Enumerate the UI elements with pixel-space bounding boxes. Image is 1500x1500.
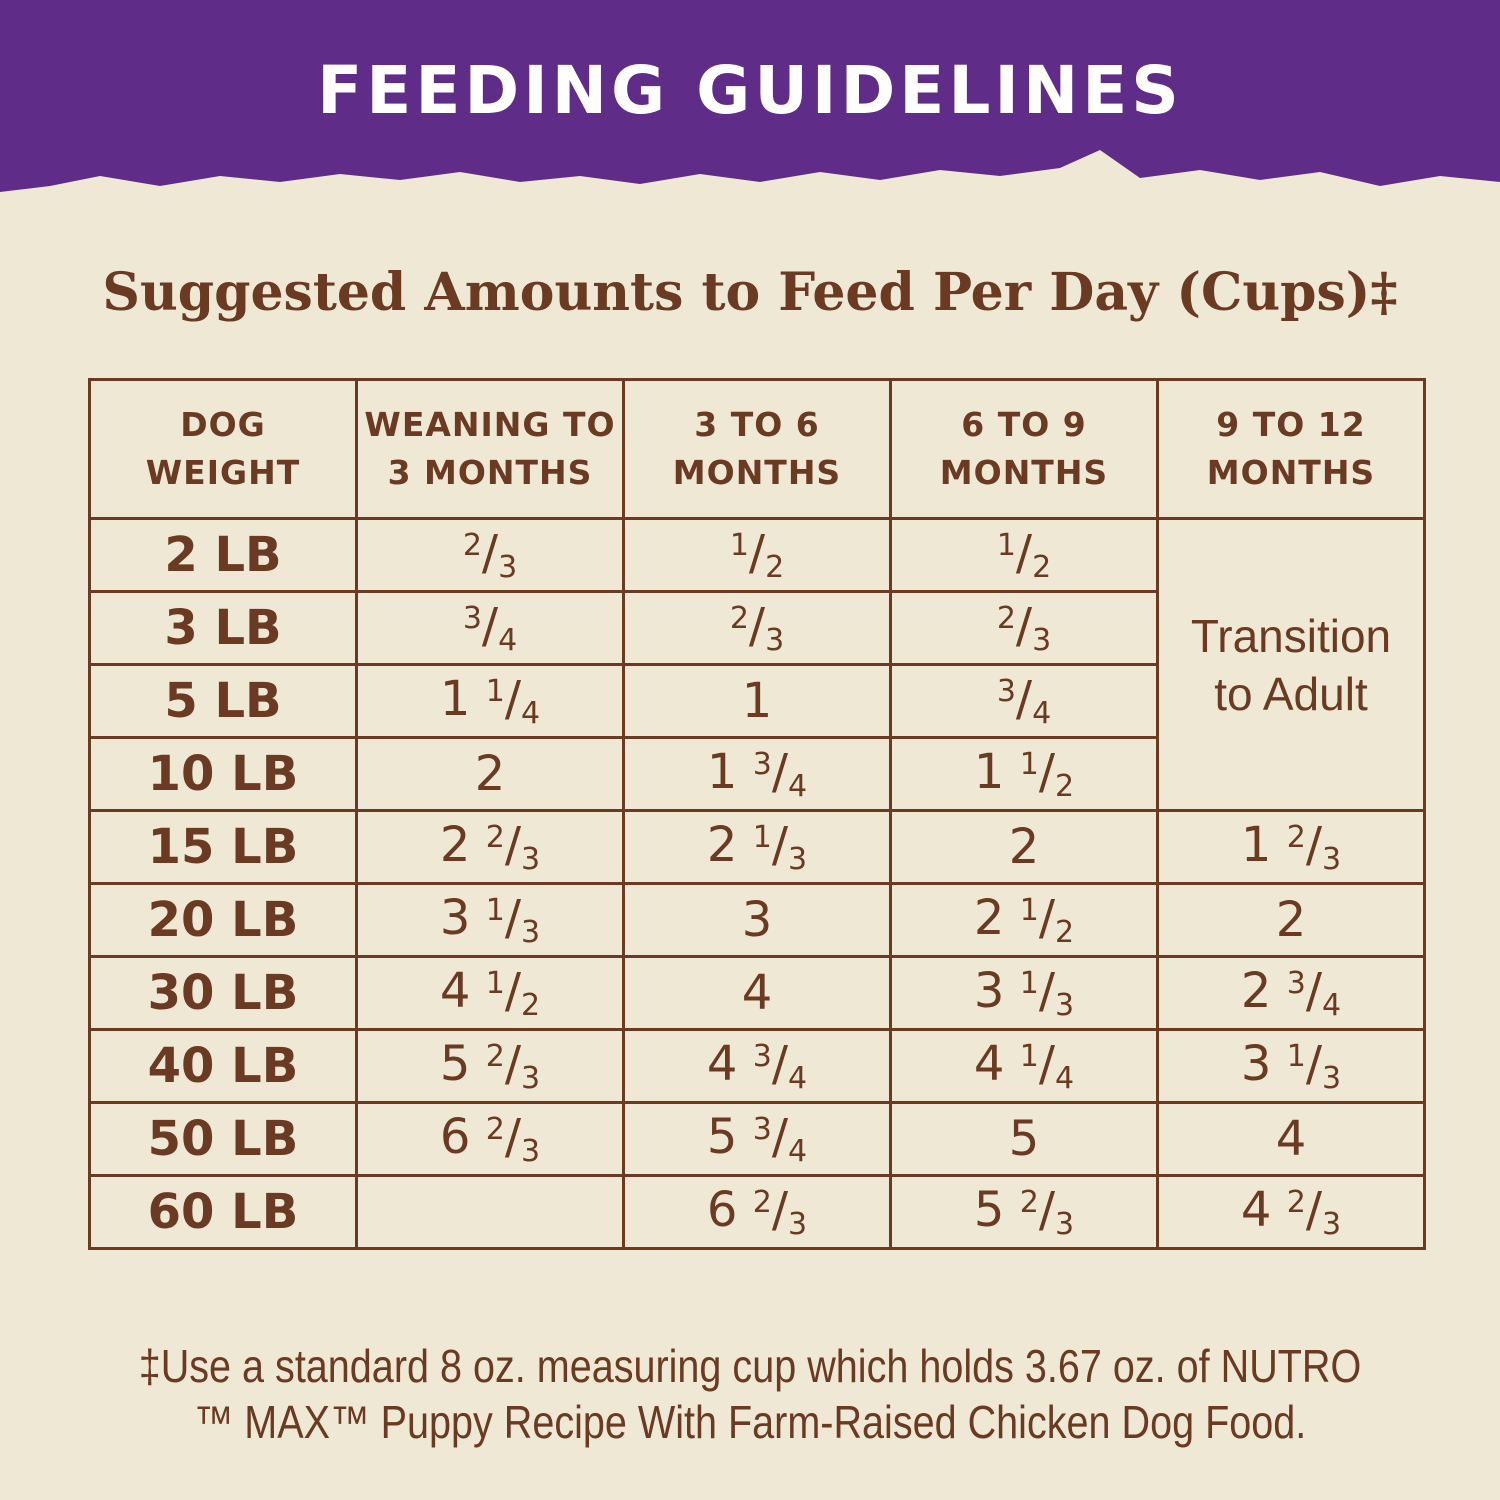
- subtitle: Suggested Amounts to Feed Per Day (Cups)…: [102, 262, 1398, 323]
- column-header: 9 TO 12 MONTHS: [1156, 378, 1426, 520]
- header-line: WEANING TO: [364, 405, 616, 444]
- feed-amount: 2 2/3: [355, 809, 625, 885]
- header-line: 3 MONTHS: [387, 453, 593, 492]
- feed-amount: 5 3/4: [622, 1101, 892, 1177]
- header-band: [0, 0, 1500, 192]
- feed-amount: 4: [622, 955, 892, 1031]
- feed-amount: [355, 1174, 625, 1250]
- table-row: 3 LB 3/4 2/3 2/3: [88, 590, 1425, 666]
- feed-amount: 4: [1156, 1101, 1426, 1177]
- feeding-table: DOG WEIGHT WEANING TO 3 MONTHS 3 TO 6 MONTHS 6…: [88, 378, 1426, 1250]
- table-row: 30 LB 4 1/2 4 3 1/3 2 3/4: [88, 955, 1426, 1031]
- dog-weight: 3 LB: [88, 590, 358, 666]
- header-row: DOG WEIGHT WEANING TO 3 MONTHS 3 TO 6 MONTHS 6…: [88, 378, 1426, 520]
- feed-amount: 6 2/3: [355, 1101, 625, 1177]
- feed-amount: 1/2: [889, 517, 1159, 593]
- dog-weight: 30 LB: [88, 955, 358, 1031]
- footnote-line: ‡Use a standard 8 oz. measuring cup whic…: [138, 1340, 1362, 1392]
- transition-note: Transition to Adult: [1156, 517, 1426, 812]
- dog-weight: 40 LB: [88, 1028, 358, 1104]
- feed-amount: 5: [889, 1101, 1159, 1177]
- feed-amount: 2 1/2: [889, 882, 1159, 958]
- header-line: MONTHS: [672, 453, 842, 492]
- header-background: [0, 0, 1500, 192]
- column-header: 6 TO 9 MONTHS: [889, 378, 1159, 520]
- table-row: 15 LB 2 2/3 2 1/3 2 1 2/3: [88, 809, 1426, 885]
- feed-amount: 2: [889, 809, 1159, 885]
- feed-amount: 4 2/3: [1156, 1174, 1426, 1250]
- dog-weight: 5 LB: [88, 663, 358, 739]
- dog-weight: 10 LB: [88, 736, 358, 812]
- feed-amount: 3 1/3: [355, 882, 625, 958]
- feed-amount: 1 1/2: [889, 736, 1159, 812]
- dog-weight: 20 LB: [88, 882, 358, 958]
- feed-amount: 3: [622, 882, 892, 958]
- feed-amount: 1 3/4: [622, 736, 892, 812]
- table-row: 60 LB 6 2/3 5 2/3 4 2/3: [88, 1174, 1426, 1250]
- dog-weight: 60 LB: [88, 1174, 358, 1250]
- header-line: 3 TO 6: [694, 405, 820, 444]
- feed-amount: 1 1/4: [355, 663, 625, 739]
- feed-amount: 3/4: [889, 663, 1159, 739]
- feed-amount: 2: [355, 736, 625, 812]
- note-line: to Adult: [1214, 667, 1368, 720]
- dog-weight: 2 LB: [88, 517, 358, 593]
- feed-amount: 2/3: [355, 517, 625, 593]
- table-body: 2 LB 2/3 1/2 1/2 Transition to Adult 3 LB 3/4 2/…: [88, 517, 1426, 1250]
- header-line: 9 TO 12: [1216, 405, 1366, 444]
- feed-amount: 2 1/3: [622, 809, 892, 885]
- feed-amount: 4 1/4: [889, 1028, 1159, 1104]
- footnote: ‡Use a standard 8 oz. measuring cup whic…: [105, 1338, 1395, 1450]
- header-line: MONTHS: [1206, 453, 1376, 492]
- header-line: DOG: [180, 405, 266, 444]
- title: FEEDING GUIDELINES: [317, 52, 1183, 129]
- feed-amount: 4 3/4: [622, 1028, 892, 1104]
- feed-amount: 2/3: [889, 590, 1159, 666]
- table-row: 50 LB 6 2/3 5 3/4 5 4: [88, 1101, 1426, 1177]
- column-header: WEANING TO 3 MONTHS: [355, 378, 625, 520]
- feed-amount: 1: [622, 663, 892, 739]
- feed-amount: 1 2/3: [1156, 809, 1426, 885]
- feed-amount: 5 2/3: [889, 1174, 1159, 1250]
- dog-weight: 50 LB: [88, 1101, 358, 1177]
- table-row: 5 LB 1 1/4 1 3/4: [88, 663, 1425, 739]
- feed-amount: 4 1/2: [355, 955, 625, 1031]
- header-line: WEIGHT: [145, 453, 301, 492]
- table-row: 20 LB 3 1/3 3 2 1/2 2: [88, 882, 1426, 958]
- table-row: 2 LB 2/3 1/2 1/2 Transition to Adult: [88, 517, 1426, 812]
- column-header: DOG WEIGHT: [88, 378, 358, 520]
- feed-amount: 3/4: [355, 590, 625, 666]
- feed-amount: 2/3: [622, 590, 892, 666]
- table-row: 40 LB 5 2/3 4 3/4 4 1/4 3 1/3: [88, 1028, 1426, 1104]
- feed-amount: 3 1/3: [1156, 1028, 1426, 1104]
- dog-weight: 15 LB: [88, 809, 358, 885]
- header-line: MONTHS: [939, 453, 1109, 492]
- feed-amount: 1/2: [622, 517, 892, 593]
- column-header: 3 TO 6 MONTHS: [622, 378, 892, 520]
- feed-amount: 2 3/4: [1156, 955, 1426, 1031]
- footnote-line: ™ MAX™ Puppy Recipe With Farm-Raised Chi…: [193, 1396, 1307, 1448]
- note-line: Transition: [1190, 609, 1392, 662]
- feed-amount: 3 1/3: [889, 955, 1159, 1031]
- feed-amount: 6 2/3: [622, 1174, 892, 1250]
- feed-amount: 5 2/3: [355, 1028, 625, 1104]
- table-row: 10 LB 2 1 3/4 1 1/2: [88, 736, 1425, 812]
- header-line: 6 TO 9: [961, 405, 1087, 444]
- feed-amount: 2: [1156, 882, 1426, 958]
